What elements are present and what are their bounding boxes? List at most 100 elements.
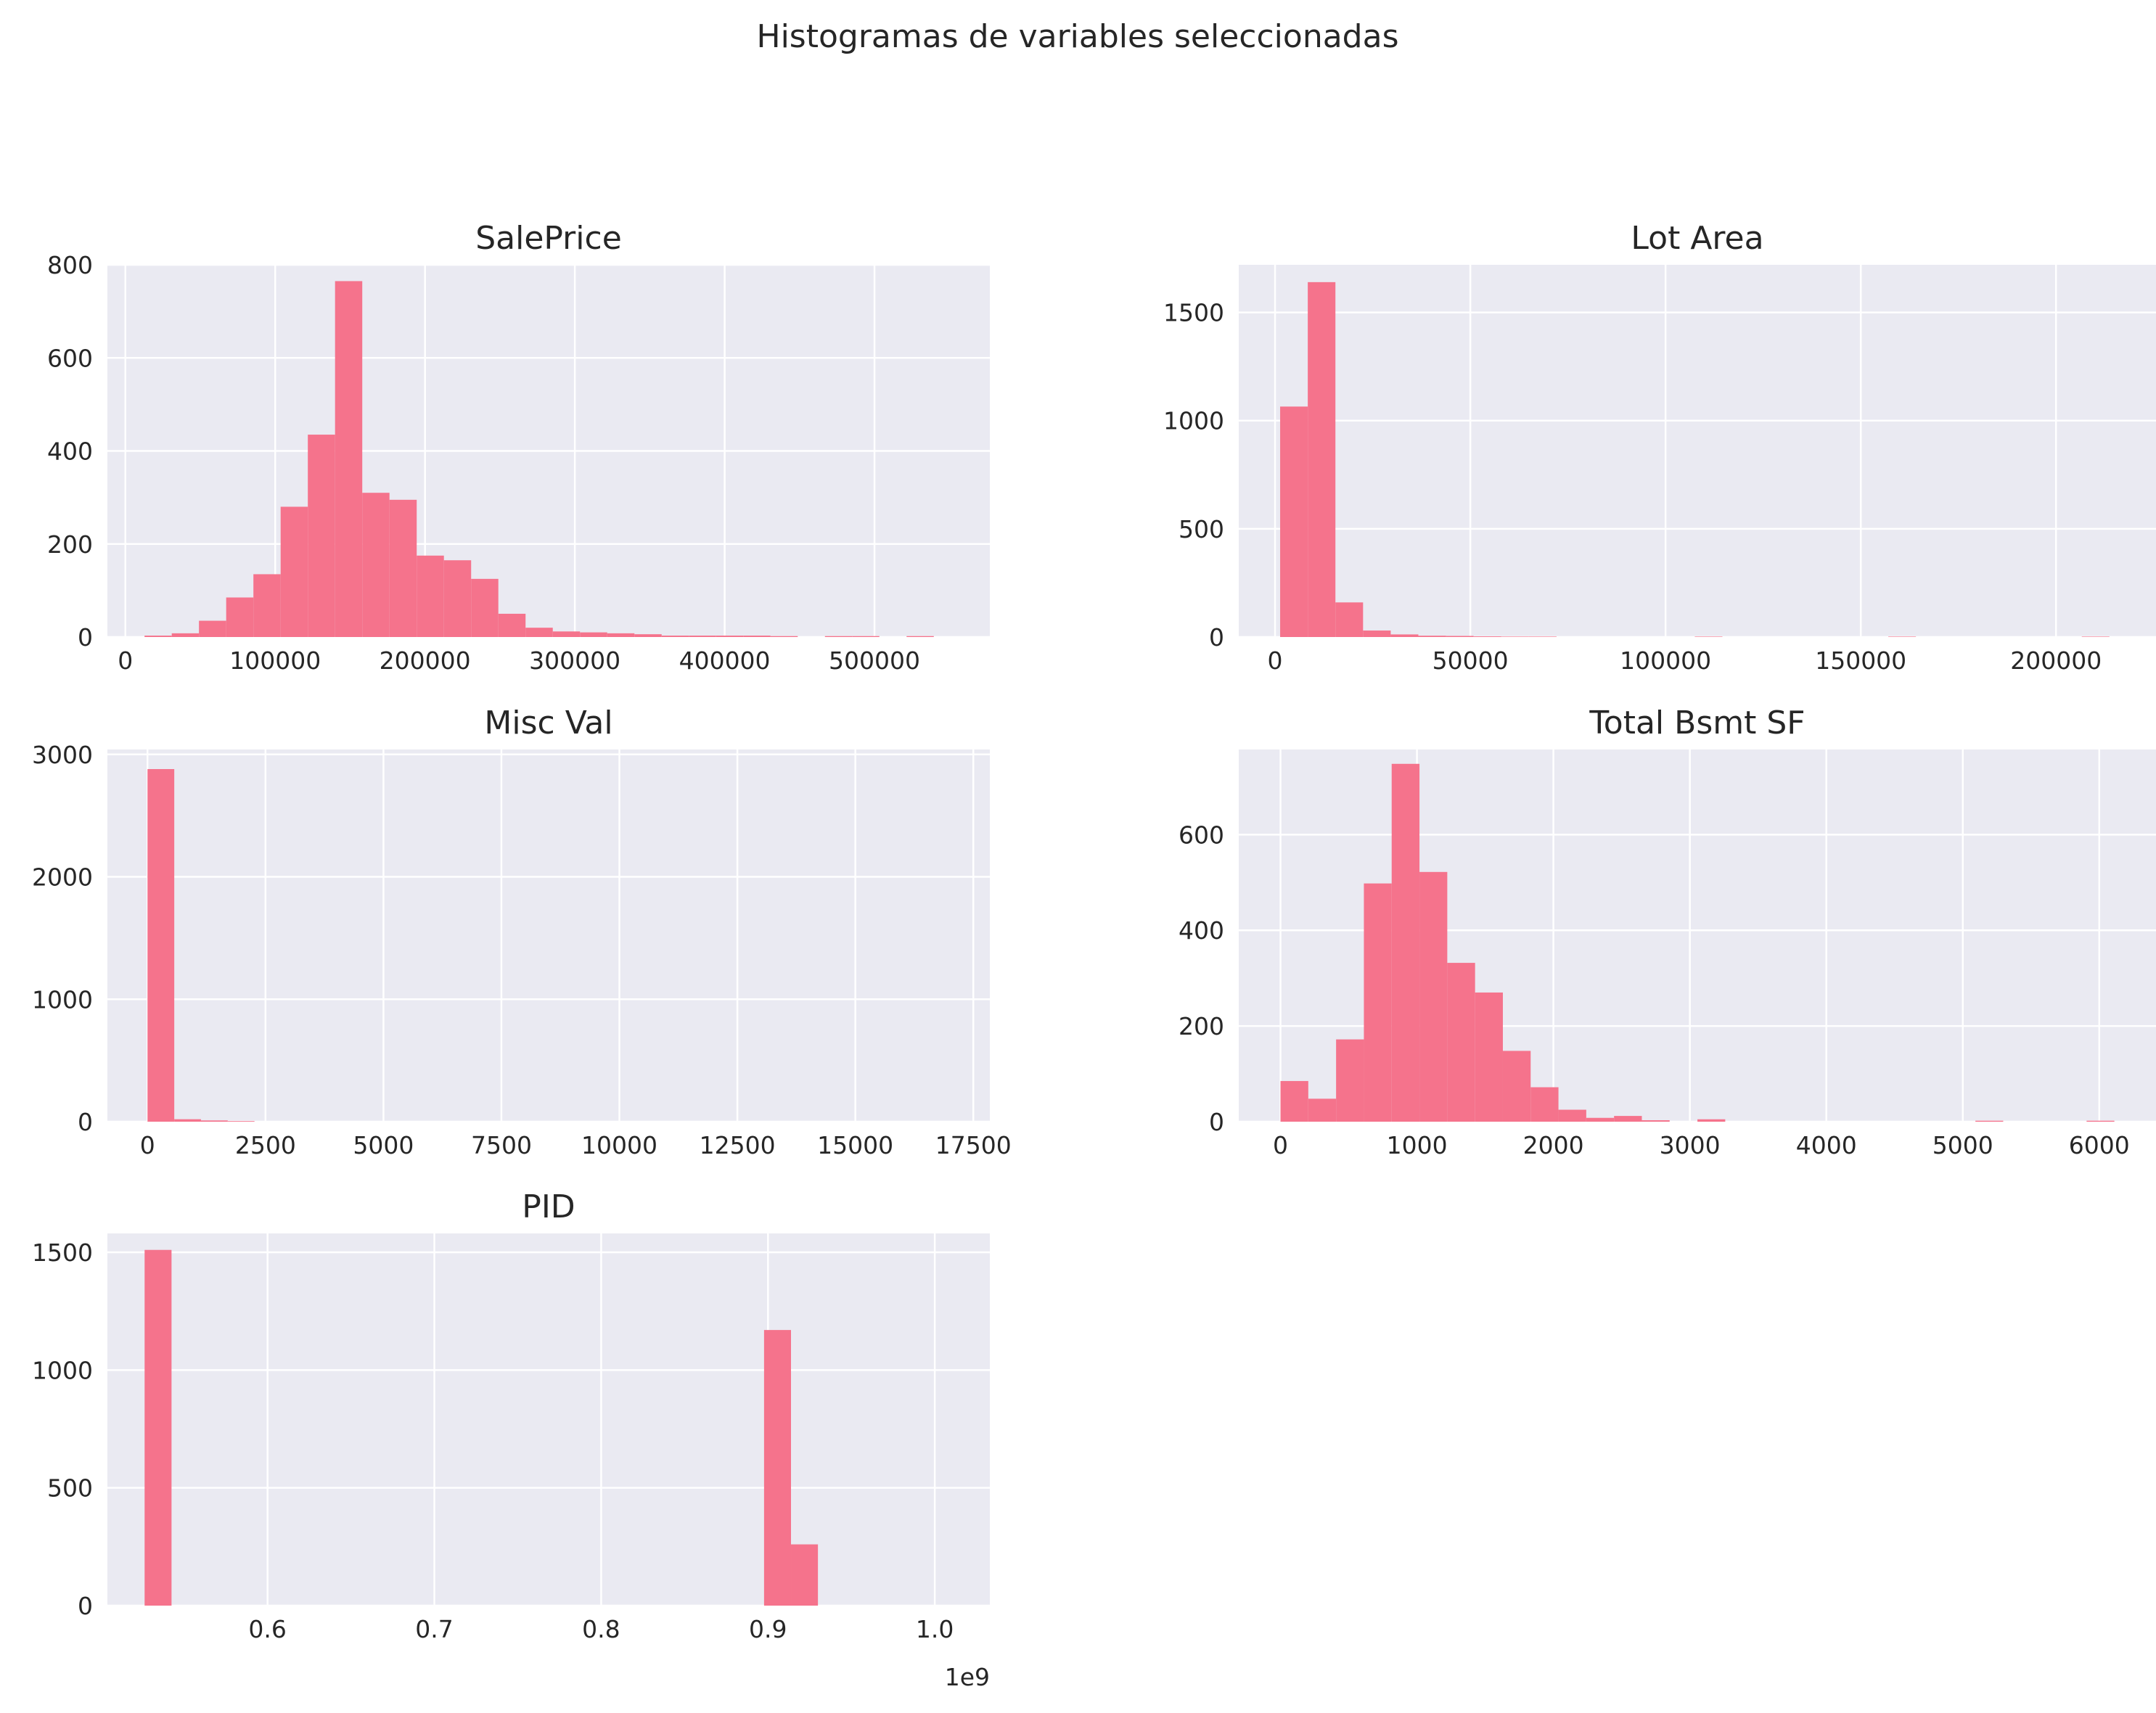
histogram-bar xyxy=(824,636,853,637)
histogram-bar xyxy=(1308,1098,1337,1122)
histogram-bar xyxy=(174,1119,201,1122)
histogram-bar xyxy=(525,628,553,637)
y-tick-label: 200 xyxy=(47,530,93,559)
histogram-bar xyxy=(1530,1087,1559,1122)
histogram-bar xyxy=(770,636,798,637)
histogram-bar xyxy=(1418,636,1446,637)
x-tick-label: 5000 xyxy=(1932,1131,1993,1159)
y-tick-label: 500 xyxy=(47,1474,93,1503)
y-tick-label: 500 xyxy=(1179,515,1224,543)
x-tick-label: 100000 xyxy=(229,646,321,675)
x-tick-label: 0.6 xyxy=(248,1615,286,1643)
histogram-bar xyxy=(308,435,335,637)
x-tick-label: 0.8 xyxy=(582,1615,620,1643)
x-tick-label: 200000 xyxy=(380,646,471,675)
y-tick-label: 600 xyxy=(1179,821,1224,849)
histogram-bar xyxy=(144,636,172,637)
histogram-bar xyxy=(1694,636,1723,637)
histogram-bar xyxy=(1614,1116,1642,1122)
histogram-bar xyxy=(2081,636,2110,637)
histogram-bar xyxy=(1528,636,1557,637)
y-tick-label: 1000 xyxy=(32,985,93,1014)
y-tick-label: 600 xyxy=(47,344,93,372)
x-tick-label: 1.0 xyxy=(916,1615,954,1643)
histogram-bar xyxy=(2086,1120,2115,1122)
y-tick-label: 1000 xyxy=(1163,407,1224,435)
histogram-bar xyxy=(634,634,662,637)
x-tick-label: 5000 xyxy=(353,1131,414,1159)
histogram-bar xyxy=(471,578,499,637)
histogram-bar xyxy=(689,636,716,637)
histogram-bar xyxy=(1697,1119,1726,1122)
x-tick-label: 200000 xyxy=(2010,646,2102,675)
histogram-bar xyxy=(1390,634,1419,637)
histogram-bar xyxy=(1975,1120,2004,1122)
x-tick-label: 2500 xyxy=(235,1131,296,1159)
histogram-bar xyxy=(443,560,472,637)
panel-title: Misc Val xyxy=(484,704,612,742)
y-tick-label: 0 xyxy=(1209,623,1224,652)
histogram-bar xyxy=(1586,1117,1615,1122)
histogram-bar xyxy=(144,1249,172,1606)
histogram-bar xyxy=(1641,1120,1670,1122)
histogram-bar xyxy=(1363,630,1391,637)
histogram-bar xyxy=(1280,406,1308,637)
histogram-bar xyxy=(498,613,526,637)
x-tick-label: 7500 xyxy=(471,1131,532,1159)
panel-title: Lot Area xyxy=(1631,220,1763,257)
histogram-bar xyxy=(1475,992,1503,1122)
y-tick-label: 400 xyxy=(1179,916,1224,945)
x-tick-label: 2000 xyxy=(1523,1131,1584,1159)
histogram-bar xyxy=(661,636,689,637)
x-offset-label: 1e9 xyxy=(945,1663,990,1691)
histogram-bar xyxy=(1391,763,1420,1122)
histogram-bar xyxy=(791,1544,819,1606)
histogram-panel-3: Total Bsmt SF 0 1000 2000 3000 4000 5000 6000 0 2… xyxy=(1179,704,2156,1159)
figure-suptitle: Histogramas de variables seleccionadas xyxy=(756,18,1398,55)
histogram-bar xyxy=(580,632,607,637)
x-tick-label: 0 xyxy=(140,1131,155,1159)
histogram-bar xyxy=(389,499,417,637)
x-tick-label: 3000 xyxy=(1660,1131,1721,1159)
histogram-bar xyxy=(1335,602,1364,637)
x-tick-label: 150000 xyxy=(1815,646,1906,675)
histogram-bar xyxy=(763,1330,792,1606)
histogram-bar xyxy=(362,493,390,637)
histogram-bar xyxy=(1446,636,1474,637)
histogram-bar xyxy=(1447,963,1475,1122)
histogram-bar xyxy=(1502,1051,1531,1122)
x-tick-label: 0.7 xyxy=(415,1615,453,1643)
histogram-bar xyxy=(200,1120,228,1122)
histogram-bar xyxy=(199,620,226,637)
axes-background xyxy=(1239,265,2156,637)
histogram-bar xyxy=(227,1121,255,1122)
histogram-bar xyxy=(253,574,281,637)
panel-title: PID xyxy=(522,1188,575,1225)
x-tick-label: 0 xyxy=(118,646,133,675)
y-tick-label: 400 xyxy=(47,438,93,466)
x-tick-label: 15000 xyxy=(817,1131,893,1159)
histogram-bar xyxy=(1280,1080,1308,1122)
histogram-bar xyxy=(280,506,308,637)
histogram-bar xyxy=(417,555,444,637)
x-tick-label: 4000 xyxy=(1796,1131,1857,1159)
x-tick-label: 1000 xyxy=(1387,1131,1448,1159)
histogram-bar xyxy=(906,636,934,637)
x-tick-label: 12500 xyxy=(700,1131,776,1159)
histogram-bar xyxy=(1473,636,1501,637)
axes-background xyxy=(107,1233,990,1606)
histogram-bar xyxy=(335,281,363,637)
x-tick-label: 100000 xyxy=(1620,646,1711,675)
y-tick-label: 200 xyxy=(1179,1012,1224,1040)
x-tick-label: 6000 xyxy=(2069,1131,2130,1159)
y-tick-label: 1000 xyxy=(32,1356,93,1384)
histogram-bar xyxy=(1336,1039,1364,1122)
y-tick-label: 2000 xyxy=(32,863,93,892)
axes-background xyxy=(107,749,990,1122)
y-tick-label: 0 xyxy=(78,623,93,652)
histogram-bar xyxy=(716,636,744,637)
y-tick-label: 0 xyxy=(1209,1108,1224,1136)
